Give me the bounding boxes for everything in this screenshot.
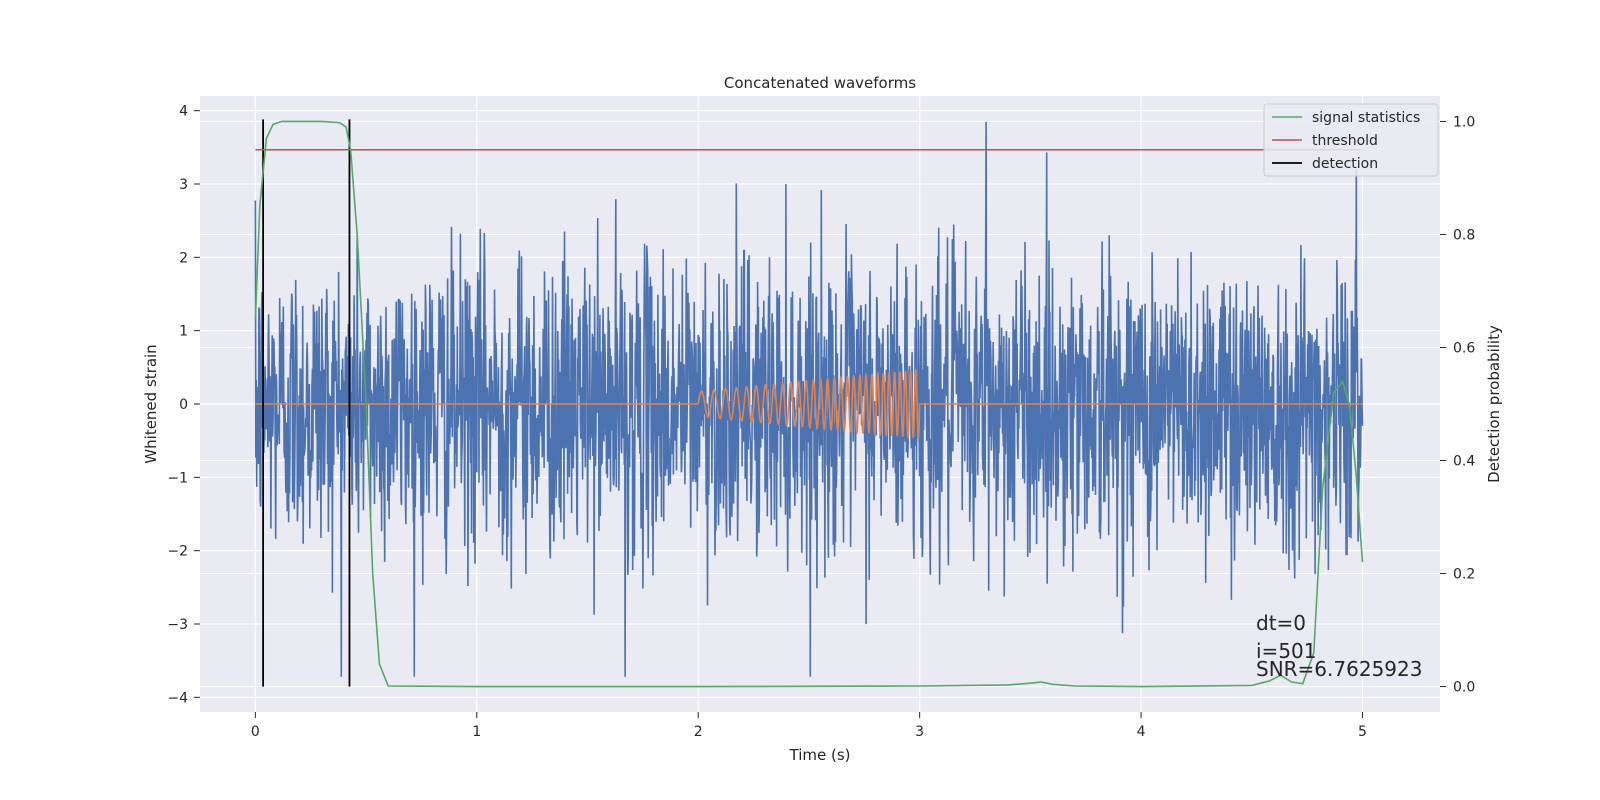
y-axis-title: Whitened strain (142, 344, 160, 463)
y2-tick-label: 0.4 (1453, 454, 1475, 470)
y-tick-label: 0 (179, 397, 188, 413)
x-tick-label: 2 (694, 724, 703, 740)
y-tick-label: 4 (179, 104, 188, 120)
y2-tick-label: 0.0 (1453, 680, 1475, 696)
x-tick-label: 0 (251, 724, 260, 740)
annotations: dt=0 i=501 SNR=6.7625923 (1256, 611, 1422, 681)
legend: signal statistics threshold detection (1263, 103, 1439, 177)
legend-label-threshold: threshold (1312, 133, 1378, 149)
y-tick-label: 1 (179, 324, 188, 340)
detection-lines (262, 119, 351, 687)
y-axis-right: 0.0 0.2 0.4 0.6 0.8 1.0 (1440, 114, 1475, 696)
strain-noise-line (254, 121, 1364, 677)
y-tick-label: 2 (179, 250, 188, 266)
y2-tick-label: 0.6 (1453, 340, 1475, 356)
y2-tick-label: 0.8 (1453, 227, 1475, 243)
plot-area (254, 119, 1364, 688)
x-tick-label: 1 (472, 724, 481, 740)
annotation-snr: SNR=6.7625923 (1256, 657, 1422, 681)
annotation-i: i=501 (1256, 639, 1317, 663)
y2-tick-label: 0.2 (1453, 567, 1475, 583)
y2-axis-title: Detection probability (1485, 325, 1503, 483)
y-tick-label: −1 (167, 470, 188, 486)
legend-box (1263, 103, 1439, 177)
legend-label-detection: detection (1312, 156, 1378, 172)
annotation-dt: dt=0 (1256, 611, 1306, 635)
x-tick-label: 4 (1137, 724, 1146, 740)
x-tick-label: 5 (1358, 724, 1367, 740)
y-tick-label: −4 (167, 690, 188, 706)
y-tick-label: 3 (179, 177, 188, 193)
legend-label-signal-statistics: signal statistics (1312, 110, 1420, 126)
x-axis: 0 1 2 3 4 5 (251, 712, 1367, 740)
x-axis-title: Time (s) (789, 746, 851, 764)
y-axis-left: −4 −3 −2 −1 0 1 2 3 4 (167, 104, 200, 706)
y2-tick-label: 1.0 (1453, 114, 1475, 130)
x-tick-label: 3 (915, 724, 924, 740)
injected-waveform-line (255, 368, 1363, 441)
y-tick-label: −2 (167, 544, 188, 560)
y-tick-label: −3 (167, 617, 188, 633)
signal-statistics-line (254, 120, 1364, 688)
chart-title: Concatenated waveforms (724, 74, 916, 92)
